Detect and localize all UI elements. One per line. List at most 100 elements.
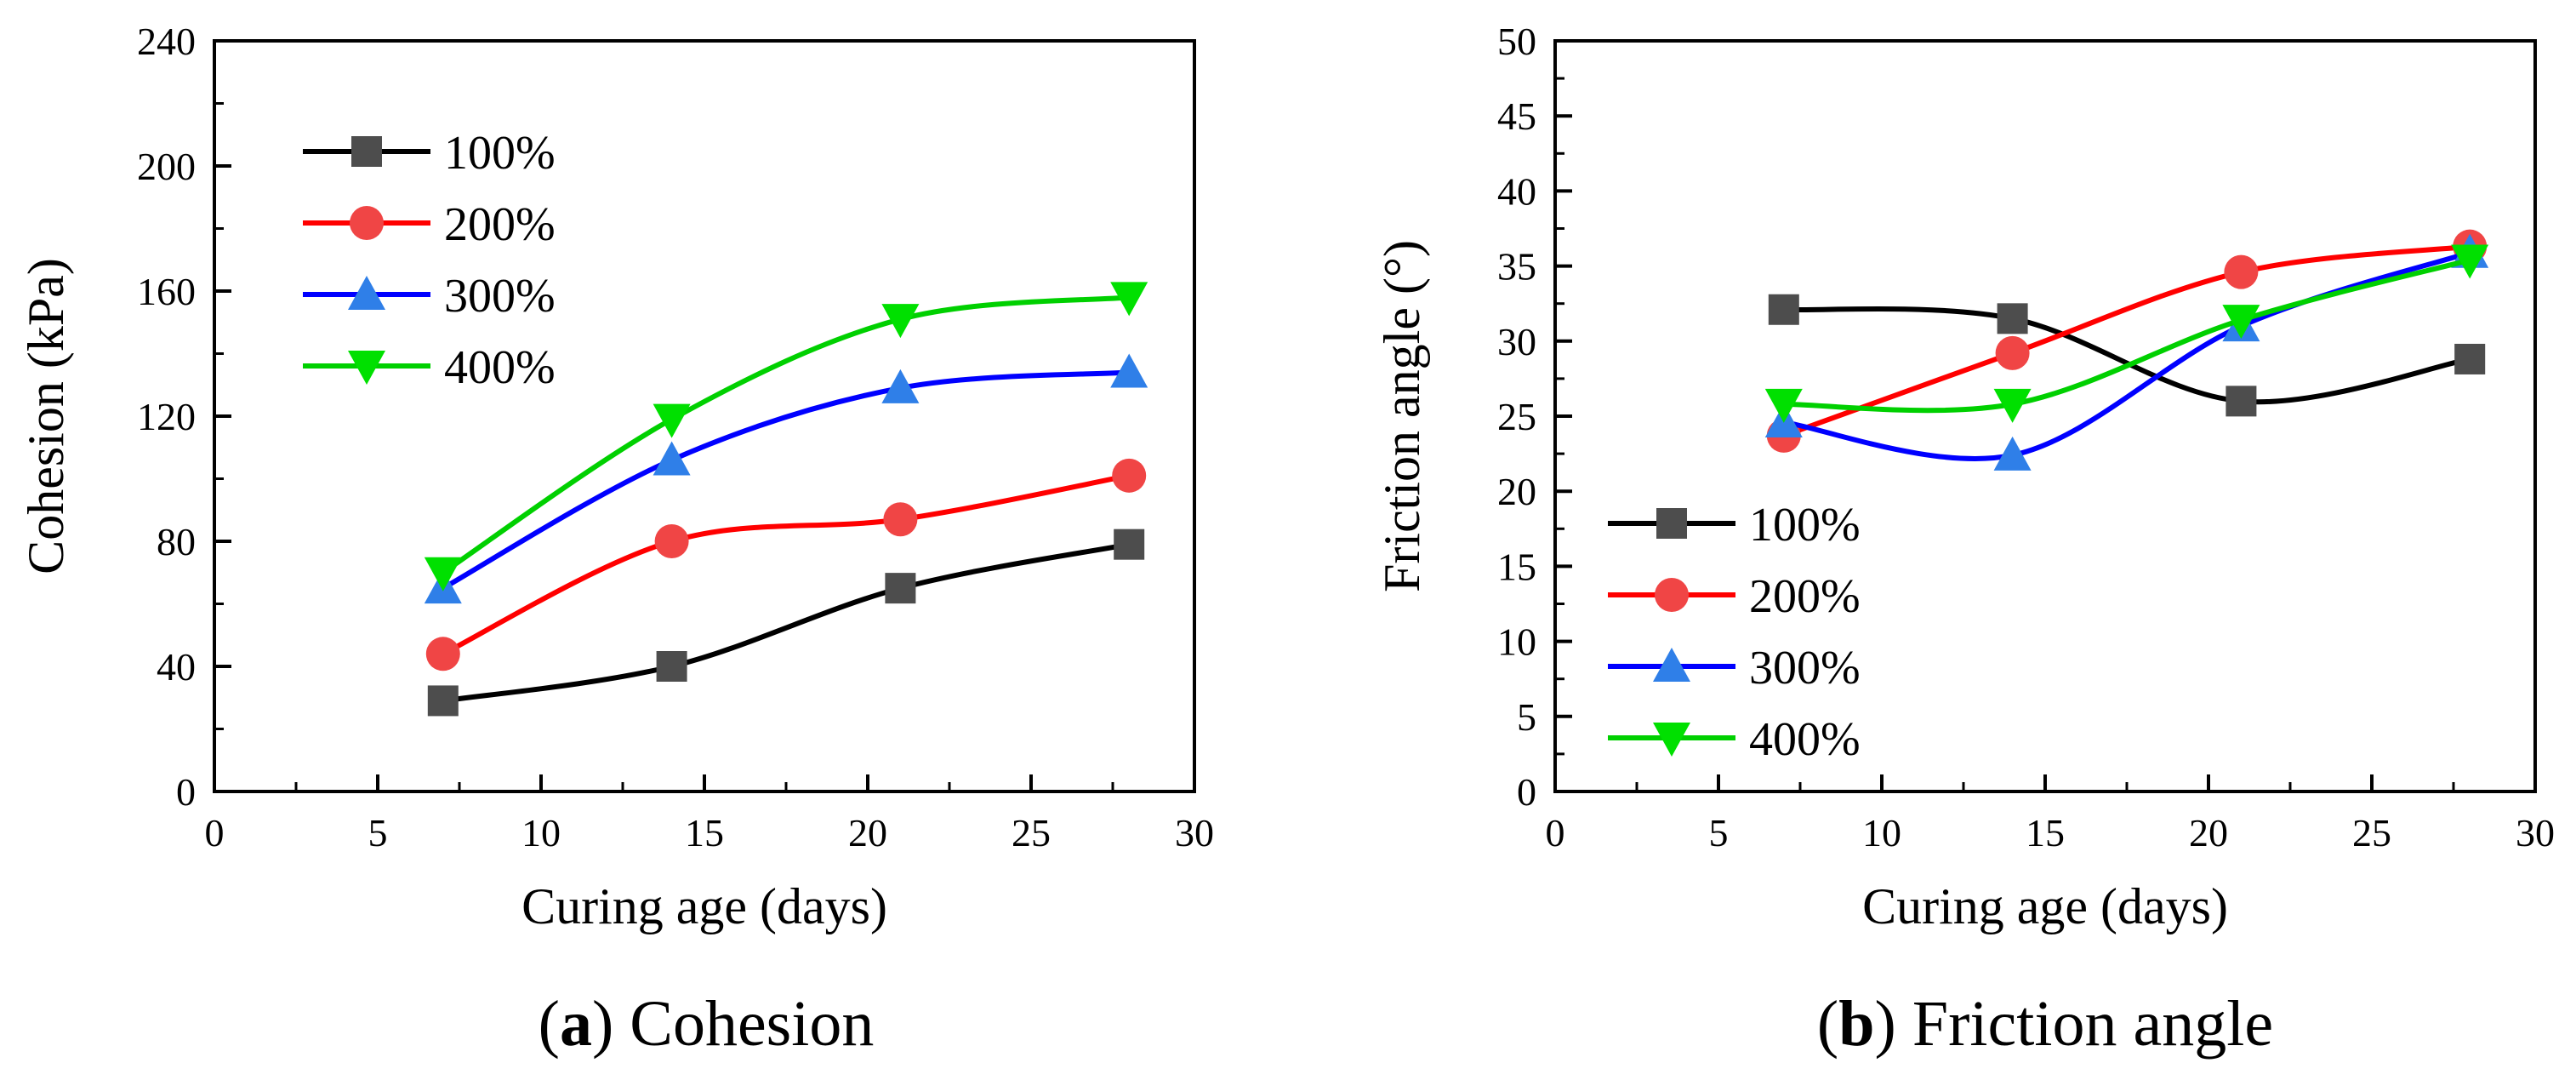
chart-2-series-300pct: [1764, 233, 2489, 471]
chart-1-data-point: [1114, 529, 1145, 560]
friction-angle-panel: 0 5 10 15 20 25 30 0 5 10 15 20 25 30 35 40 45 50 Curing a…: [1374, 20, 2555, 1060]
chart-1-y-axis-title: Cohesion (kPa): [18, 258, 74, 574]
chart-2-x-axis-title: Curing age (days): [1862, 878, 2228, 934]
chart-2-y-tick-label: 45: [1497, 94, 1536, 138]
chart-2-legend-label: 100%: [1749, 499, 1861, 551]
chart-1-legend-entry: 200%: [303, 198, 556, 251]
chart-1-y-tick-label: 0: [176, 770, 196, 814]
chart-1-x-axis-title: Curing age (days): [521, 878, 887, 934]
chart-2-data-point: [2224, 254, 2259, 289]
chart-1-series-100pct: [427, 529, 1145, 717]
chart-1-legend-label: 400%: [444, 341, 556, 394]
chart-1-x-tick-label: 5: [368, 811, 388, 854]
chart-1-x-tick-label: 15: [685, 811, 724, 854]
chart-1-series-line: [442, 541, 1130, 704]
chart-1-data-point: [653, 403, 691, 438]
chart-2-y-axis-title: Friction angle (°): [1374, 240, 1430, 592]
chart-2-data-point: [1993, 436, 2032, 471]
chart-1-data-point: [653, 441, 691, 476]
chart-1-y-tick-label: 160: [137, 270, 196, 313]
chart-1-x-tick-label: 25: [1012, 811, 1051, 854]
chart-1-legend-entry: 100%: [303, 127, 556, 180]
chart-1-data-point: [1112, 458, 1147, 493]
chart-2-data-point: [2454, 343, 2486, 374]
chart-2-series-200pct: [1766, 229, 2488, 453]
chart-2-caption: (b) Friction angle: [1817, 988, 2273, 1060]
chart-2-y-tick-label: 50: [1497, 20, 1536, 63]
chart-1-x-tick-label: 0: [205, 811, 225, 854]
chart-2-legend-marker: [1655, 578, 1689, 612]
chart-2-series-line: [1782, 243, 2471, 438]
chart-2-legend-marker: [1656, 508, 1687, 539]
chart-2-y-tick-label: 35: [1497, 245, 1536, 289]
chart-2-data-point: [2451, 244, 2489, 279]
chart-1-data-point: [427, 685, 459, 717]
chart-1-data-point: [881, 304, 920, 339]
chart-1-data-point: [1110, 353, 1148, 388]
chart-2-series-line: [1783, 306, 2471, 405]
chart-2-series-400pct: [1764, 244, 2489, 423]
chart-2-x-tick-label: 30: [2516, 811, 2555, 854]
chart-2-x-tick-label: 15: [2026, 811, 2065, 854]
chart-2-data-point: [1995, 335, 2030, 370]
chart-1-x-tick-label: 30: [1175, 811, 1214, 854]
chart-2-legend-label: 200%: [1749, 570, 1861, 623]
chart-2-y-tick-label: 20: [1497, 470, 1536, 513]
chart-2-y-tick-label: 25: [1497, 395, 1536, 438]
chart-2-legend-label: 400%: [1749, 713, 1861, 766]
chart-1-data-point: [885, 573, 916, 604]
chart-2-data-point: [1993, 388, 2032, 423]
chart-2-x-tick-label: 0: [1546, 811, 1565, 854]
chart-1-series-400pct: [424, 282, 1148, 591]
chart-1-data-point: [425, 637, 460, 671]
chart-1-series-200pct: [425, 458, 1147, 671]
chart-1-data-point: [424, 557, 462, 591]
chart-1-legend-marker: [348, 351, 385, 385]
chart-2-data-point: [2226, 386, 2257, 417]
chart-2-data-point: [2222, 305, 2260, 340]
chart-1-caption: (a) Cohesion: [539, 988, 875, 1060]
chart-2-x-tick-label: 10: [1862, 811, 1901, 854]
chart-2-legend-marker: [1653, 723, 1690, 757]
chart-1-data-point: [881, 369, 920, 403]
chart-1-series-line: [442, 472, 1130, 656]
chart-2-y-tick-label: 30: [1497, 320, 1536, 363]
chart-2-data-point: [1768, 294, 1799, 325]
chart-1-data-point: [654, 524, 689, 558]
chart-2-plot-frame: [1553, 39, 2537, 793]
chart-2-series-line: [1783, 249, 2471, 461]
chart-1-y-tick-label: 240: [137, 20, 196, 63]
chart-2-series-line: [1783, 257, 2471, 414]
chart-1-legend-marker: [351, 136, 382, 167]
chart-1-series-line: [442, 369, 1130, 591]
chart-1-series-300pct: [424, 353, 1148, 604]
chart-1-y-tick-label: 120: [137, 395, 196, 438]
cohesion-panel: 0 5 10 15 20 25 30 0 40 80 120 160 200 240 Curing age …: [18, 20, 1214, 1060]
chart-1-data-point: [656, 651, 687, 682]
chart-1-legend-label: 100%: [444, 127, 556, 180]
chart-1-data-point: [1110, 282, 1148, 317]
chart-1-legend-label: 200%: [444, 198, 556, 251]
chart-1-legend-entry: 300%: [303, 270, 556, 323]
chart-2-legend-marker: [1653, 648, 1690, 682]
chart-2-legend-entry: 400%: [1608, 713, 1861, 766]
chart-1-y-tick-label: 40: [157, 645, 196, 689]
chart-1-y-tick-label: 200: [137, 145, 196, 188]
chart-2-legend-entry: 300%: [1608, 642, 1861, 694]
chart-2-x-tick-label: 20: [2189, 811, 2228, 854]
chart-1-legend-label: 300%: [444, 270, 556, 323]
chart-1-x-tick-label: 20: [848, 811, 887, 854]
chart-1-y-tick-label: 80: [157, 520, 196, 563]
chart-2-y-tick-label: 10: [1497, 620, 1536, 664]
chart-2-y-tick-label: 5: [1517, 695, 1536, 739]
chart-2-y-tick-label: 0: [1517, 770, 1536, 814]
chart-1-legend-entry: 400%: [303, 341, 556, 394]
chart-2-legend-label: 300%: [1749, 642, 1861, 694]
chart-1-series-line: [442, 294, 1130, 575]
chart-2-x-tick-label: 5: [1709, 811, 1729, 854]
chart-2-legend-entry: 200%: [1608, 570, 1861, 623]
chart-1-data-point: [883, 502, 918, 537]
chart-2-y-tick-label: 40: [1497, 169, 1536, 213]
chart-2-data-point: [1997, 303, 2028, 334]
